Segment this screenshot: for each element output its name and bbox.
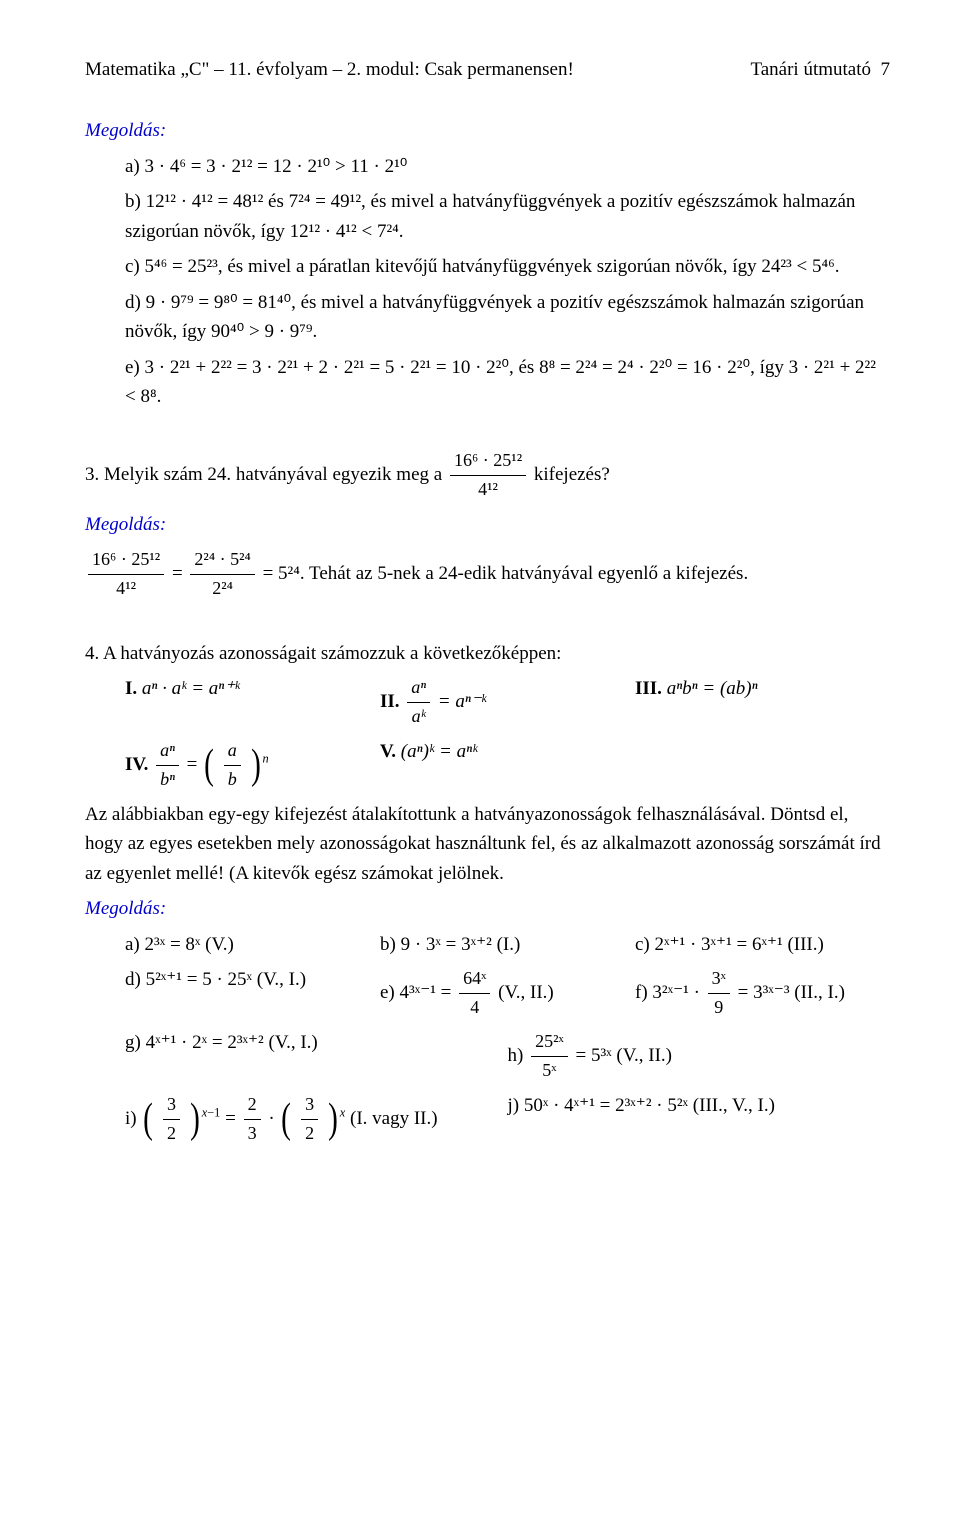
q4-row-gh: g) 4ˣ⁺¹ · 2ˣ = 2³ˣ⁺² (V., I.) h) 25²ˣ 5ˣ… <box>125 1028 890 1085</box>
q4-d: d) 5²ˣ⁺¹ = 5 · 25ˣ (V., I.) <box>125 965 380 1022</box>
identity-I: I. aⁿ · aᵏ = aⁿ⁺ᵏ <box>125 674 380 731</box>
header-left: Matematika „C" – 11. évfolyam – 2. modul… <box>85 55 574 84</box>
q3-prompt: 3. Melyik szám 24. hatványával egyezik m… <box>85 447 890 504</box>
q3-fraction: 16⁶ · 25¹² 4¹² <box>450 447 526 504</box>
right-paren-icon: ) <box>251 747 261 785</box>
q4-f: f) 3²ˣ⁻¹ · 3ˣ 9 = 3³ˣ⁻³ (II., I.) <box>635 965 890 1022</box>
q4-row-def: d) 5²ˣ⁺¹ = 5 · 25ˣ (V., I.) e) 4³ˣ⁻¹ = 6… <box>125 965 890 1022</box>
q1-b: b) 12¹² · 4¹² = 48¹² és 7²⁴ = 49¹², és m… <box>125 187 890 246</box>
q4-j: j) 50ˣ · 4ˣ⁺¹ = 2³ˣ⁺² · 5²ˣ (III., V., I… <box>508 1091 775 1148</box>
solution-label-3: Megoldás: <box>85 894 890 923</box>
left-paren-icon: ( <box>143 1101 153 1139</box>
header-right: Tanári útmutató 7 <box>750 55 890 84</box>
q4-identities-row2: IV. aⁿ bⁿ = ( a b )n V. (aⁿ)ᵏ = aⁿᵏ <box>125 737 890 794</box>
q3-solution: 16⁶ · 25¹² 4¹² = 2²⁴ · 5²⁴ 2²⁴ = 5²⁴. Te… <box>85 546 890 603</box>
q1-a: a) 3 · 4⁶ = 3 · 2¹² = 12 · 2¹⁰ > 11 · 2¹… <box>125 152 890 181</box>
left-paren-icon: ( <box>281 1101 291 1139</box>
identity-IV: IV. aⁿ bⁿ = ( a b )n <box>125 737 380 794</box>
left-paren-icon: ( <box>204 747 214 785</box>
page-header: Matematika „C" – 11. évfolyam – 2. modul… <box>85 55 890 84</box>
solution-label-2: Megoldás: <box>85 510 890 539</box>
q1-c: c) 5⁴⁶ = 25²³, és mivel a páratlan kitev… <box>125 252 890 281</box>
identity-V: V. (aⁿ)ᵏ = aⁿᵏ <box>380 737 635 794</box>
q1-d: d) 9 · 9⁷⁹ = 9⁸⁰ = 81⁴⁰, és mivel a hatv… <box>125 288 890 347</box>
q4-row-ij: i) ( 3 2 )x−1 = 2 3 · ( 3 2 )x (I. vagy … <box>125 1091 890 1148</box>
q4-c: c) 2ˣ⁺¹ · 3ˣ⁺¹ = 6ˣ⁺¹ (III.) <box>635 930 890 959</box>
identity-II: II. aⁿ aᵏ = aⁿ⁻ᵏ <box>380 674 635 731</box>
q4-identities-row1: I. aⁿ · aᵏ = aⁿ⁺ᵏ II. aⁿ aᵏ = aⁿ⁻ᵏ III. … <box>125 674 890 731</box>
q4-e: e) 4³ˣ⁻¹ = 64ˣ 4 (V., II.) <box>380 965 635 1022</box>
q1-e: e) 3 · 2²¹ + 2²² = 3 · 2²¹ + 2 · 2²¹ = 5… <box>125 353 890 412</box>
q4-instructions: Az alábbiakban egy-egy kifejezést átalak… <box>85 800 890 888</box>
q4-row-abc: a) 2³ˣ = 8ˣ (V.) b) 9 · 3ˣ = 3ˣ⁺² (I.) c… <box>125 930 890 959</box>
identity-III: III. aⁿbⁿ = (ab)ⁿ <box>635 674 890 731</box>
right-paren-icon: ) <box>328 1101 338 1139</box>
q4-title: 4. A hatványozás azonosságait számozzuk … <box>85 639 890 668</box>
q4-g: g) 4ˣ⁺¹ · 2ˣ = 2³ˣ⁺² (V., I.) <box>125 1028 508 1085</box>
q4-b: b) 9 · 3ˣ = 3ˣ⁺² (I.) <box>380 930 635 959</box>
right-paren-icon: ) <box>190 1101 200 1139</box>
solution-label: Megoldás: <box>85 116 890 145</box>
q4-a: a) 2³ˣ = 8ˣ (V.) <box>125 930 380 959</box>
q4-i: i) ( 3 2 )x−1 = 2 3 · ( 3 2 )x (I. vagy … <box>125 1091 508 1148</box>
q4-h: h) 25²ˣ 5ˣ = 5³ˣ (V., II.) <box>508 1028 672 1085</box>
